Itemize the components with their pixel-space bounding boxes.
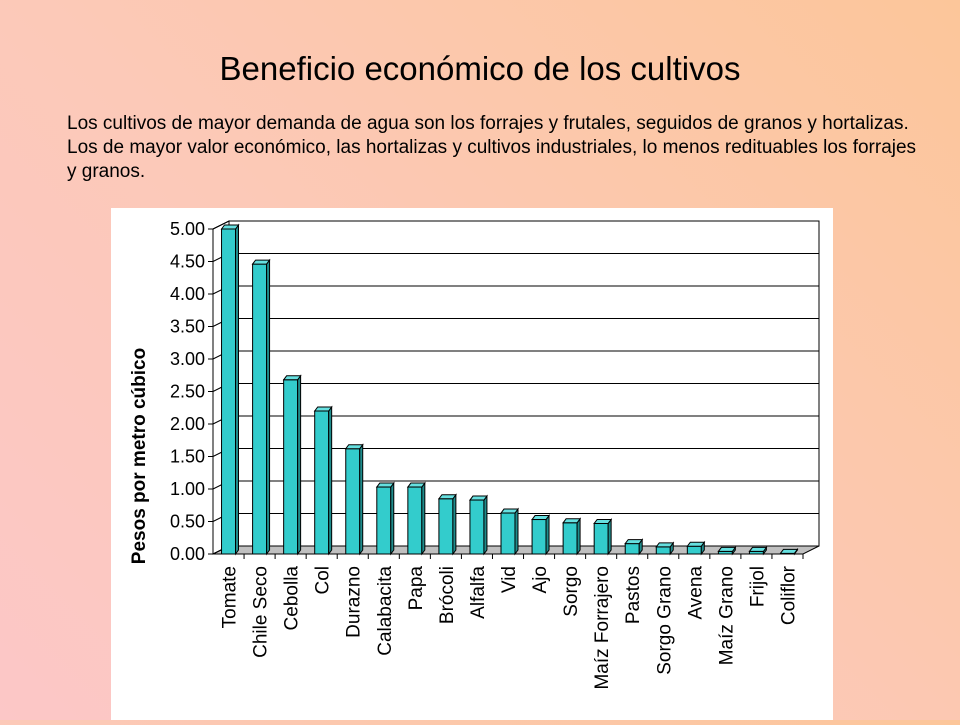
- bar-top: [437, 494, 457, 500]
- y-tick-label: 4.00: [170, 284, 205, 304]
- bar-side: [545, 514, 550, 556]
- y-tick-label: 2.50: [170, 382, 205, 402]
- bar-top: [500, 508, 519, 514]
- bar-top: [344, 444, 364, 450]
- bar-chart: Pesos por metro cúbico 0.00 0.50 1.00 1.50 2…: [129, 219, 820, 690]
- bar-top: [686, 541, 706, 547]
- bar-top: [468, 495, 488, 501]
- y-tick-label: 5.00: [170, 219, 205, 239]
- bar-top: [375, 482, 395, 488]
- slide-title: Beneficio económico de los cultivos: [219, 50, 741, 87]
- y-tick-label: 3.50: [170, 317, 205, 337]
- bar-side: [328, 405, 333, 556]
- bar: [345, 448, 361, 555]
- x-tick-label: Avena: [685, 566, 706, 620]
- gridline: [212, 220, 819, 230]
- y-axis-label: Pesos por metro cúbico: [129, 348, 150, 564]
- y-tick-label: 2.00: [170, 414, 205, 434]
- bar-side: [390, 481, 395, 556]
- bar-top: [748, 546, 768, 552]
- bar: [469, 499, 485, 555]
- bar: [407, 486, 423, 555]
- bar-top: [655, 542, 675, 548]
- bar-top: [593, 518, 613, 524]
- bar-top: [717, 546, 737, 552]
- bar-side: [514, 507, 519, 556]
- bar: [655, 546, 671, 555]
- bar: [221, 228, 237, 555]
- x-tick-label: Frijol: [747, 566, 768, 607]
- bar-side: [235, 223, 240, 556]
- bar-side: [576, 517, 581, 556]
- bar: [438, 498, 454, 555]
- x-tick-label: Coliflor: [778, 565, 799, 625]
- bar-top: [251, 259, 271, 265]
- chart-panel: Pesos por metro cúbico 0.00 0.50 1.00 1.50 2…: [111, 208, 833, 720]
- y-tick-label: 0.50: [170, 512, 205, 532]
- bar: [686, 545, 702, 555]
- bar-top: [624, 539, 644, 545]
- bar-top: [220, 224, 240, 230]
- bar-side: [421, 481, 426, 556]
- x-tick-label: Ajo: [530, 566, 551, 593]
- bar: [500, 512, 516, 555]
- bar-side: [483, 494, 488, 556]
- x-tick-label: Col: [313, 566, 334, 595]
- x-tick-label: Papa: [406, 566, 427, 611]
- bar: [252, 263, 268, 555]
- bar: [531, 519, 547, 555]
- bar: [562, 522, 578, 555]
- x-tick-label: Durazno: [344, 566, 365, 638]
- bar-side: [607, 517, 612, 556]
- y-tick-label: 4.50: [170, 252, 205, 272]
- x-tick-label: Maíz Forrajero: [592, 566, 613, 690]
- y-tick-label: 0.00: [170, 544, 205, 564]
- y-tick-label: 3.00: [170, 349, 205, 369]
- x-tick-label: Calabacita: [375, 566, 396, 656]
- bar-side: [266, 258, 271, 556]
- bar-top: [282, 375, 302, 381]
- x-tick-label: Tomate: [220, 566, 241, 628]
- bar-side: [297, 374, 302, 556]
- y-tick-label: 1.00: [170, 479, 205, 499]
- x-tick-label: Alfalfa: [468, 566, 489, 619]
- y-tick-label: 1.50: [170, 447, 205, 467]
- bar-top: [313, 406, 333, 412]
- bar-side: [452, 493, 457, 556]
- bar-top: [562, 518, 582, 524]
- bar-top: [531, 515, 551, 521]
- bar: [376, 486, 392, 555]
- x-tick-label: Pastos: [623, 566, 644, 624]
- bar: [314, 410, 330, 555]
- x-tick-label: Sorgo: [561, 566, 582, 617]
- x-tick-label: Vid: [499, 566, 520, 593]
- bar: [624, 543, 640, 555]
- bar-side: [359, 443, 364, 556]
- x-tick-label: Sorgo Grano: [654, 566, 675, 675]
- x-tick-label: Cebolla: [282, 566, 303, 631]
- slide-body-text: Los cultivos de mayor demanda de agua so…: [67, 113, 917, 182]
- bar: [593, 522, 609, 555]
- x-tick-label: Brócoli: [437, 566, 458, 624]
- bar: [283, 379, 299, 555]
- bar-top: [779, 548, 799, 554]
- bar-top: [406, 482, 426, 488]
- x-tick-label: Chile Seco: [251, 566, 272, 658]
- x-tick-label: Maíz Grano: [716, 566, 737, 665]
